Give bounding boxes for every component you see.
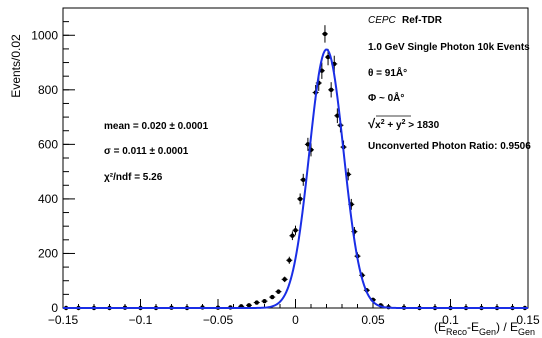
- x-tick-label: 0.05: [361, 313, 385, 327]
- data-marker: [290, 233, 295, 238]
- y-tick-label: 1000: [31, 28, 58, 42]
- y-axis: 0 200 400 600 800 1000: [31, 7, 75, 315]
- chi2-label: χ²/ndf = 5.26: [104, 172, 163, 183]
- data-point: [246, 303, 252, 308]
- data-point: [289, 231, 296, 241]
- sigma-label: σ = 0.011 ± 0.0001: [104, 146, 189, 157]
- data-marker: [325, 54, 331, 60]
- y-tick-label: 400: [38, 192, 58, 206]
- data-marker: [287, 258, 292, 263]
- data-point: [261, 298, 268, 304]
- mean-label: mean = 0.020 ± 0.0001: [104, 121, 209, 132]
- data-marker: [293, 228, 298, 233]
- experiment-label: CEPC: [368, 15, 397, 26]
- data-marker: [276, 289, 281, 294]
- data-marker: [282, 277, 287, 282]
- pt-cut-label: √x2 + y2 > 1830: [368, 116, 440, 131]
- x-tick-label: 0: [292, 313, 299, 327]
- gaussian-fit-curve: [63, 48, 528, 309]
- data-point: [253, 300, 260, 305]
- data-marker: [254, 300, 259, 305]
- x-tick-label: 0.1: [442, 313, 459, 327]
- data-point: [292, 225, 299, 235]
- y-axis-title: Events/0.02: [9, 34, 23, 98]
- data-point: [300, 173, 307, 186]
- data-point: [328, 82, 335, 98]
- experiment-tag: Ref-TDR: [402, 15, 443, 26]
- x-tick-label: −0.1: [129, 313, 153, 327]
- data-point: [275, 289, 282, 294]
- x-tick-label: −0.15: [48, 313, 79, 327]
- data-marker: [322, 31, 328, 37]
- phi-label: Φ ~ 0Å°: [368, 91, 404, 104]
- data-point: [321, 25, 328, 43]
- theta-label: θ = 91Å°: [368, 66, 407, 79]
- data-marker: [301, 177, 306, 183]
- data-marker: [335, 113, 340, 118]
- y-tick-label: 800: [38, 83, 58, 97]
- data-point: [297, 193, 304, 205]
- data-marker: [246, 303, 252, 308]
- y-tick-label: 0: [51, 301, 58, 315]
- data-marker: [319, 68, 325, 73]
- x-tick-label: −0.05: [203, 313, 234, 327]
- data-point: [286, 256, 293, 264]
- data-marker: [328, 87, 334, 93]
- data-point: [269, 294, 276, 300]
- data-marker: [270, 294, 275, 300]
- data-marker: [297, 196, 303, 202]
- unconverted-ratio-label: Unconverted Photon Ratio: 0.9506: [368, 141, 531, 152]
- y-tick-label: 600: [38, 137, 58, 151]
- x-tick-label: 0.15: [516, 313, 540, 327]
- y-tick-label: 200: [38, 246, 58, 260]
- data-point: [281, 276, 288, 283]
- data-point: [318, 62, 325, 79]
- x-axis-title: (EReco-EGen) / EGen: [434, 320, 535, 337]
- data-marker: [305, 142, 311, 147]
- data-marker: [262, 298, 267, 304]
- sample-label: 1.0 GeV Single Photon 10k Events: [368, 42, 530, 53]
